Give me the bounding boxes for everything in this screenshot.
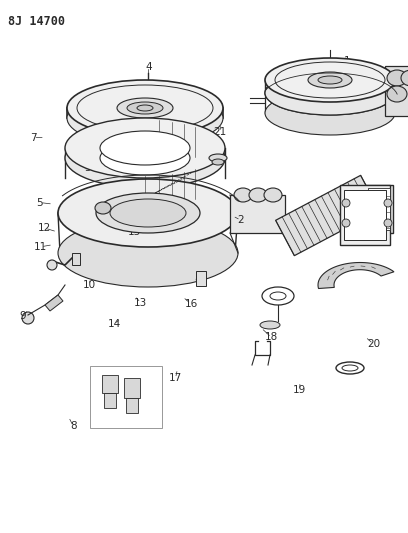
Text: 15: 15 — [128, 227, 141, 237]
Bar — [90, 366, 162, 428]
Ellipse shape — [143, 85, 153, 91]
Circle shape — [384, 219, 392, 227]
Ellipse shape — [265, 71, 395, 115]
Text: 21: 21 — [214, 127, 227, 137]
Polygon shape — [126, 398, 138, 413]
Text: 14: 14 — [108, 319, 121, 329]
Text: 10: 10 — [82, 280, 95, 290]
Text: 16: 16 — [184, 299, 197, 309]
Bar — [340, 185, 390, 245]
Ellipse shape — [100, 131, 190, 165]
Ellipse shape — [127, 102, 163, 114]
Text: 5: 5 — [37, 198, 43, 207]
Text: 19: 19 — [293, 385, 306, 395]
Ellipse shape — [264, 188, 282, 202]
Text: 3: 3 — [84, 163, 91, 173]
Ellipse shape — [67, 80, 223, 136]
Polygon shape — [102, 375, 118, 393]
Text: 18: 18 — [265, 333, 278, 342]
Ellipse shape — [100, 141, 190, 175]
Bar — [72, 253, 80, 265]
Polygon shape — [318, 263, 394, 288]
Ellipse shape — [144, 90, 152, 94]
Ellipse shape — [401, 70, 408, 86]
Ellipse shape — [249, 188, 267, 202]
Circle shape — [342, 219, 350, 227]
Ellipse shape — [212, 159, 224, 165]
Ellipse shape — [234, 188, 252, 202]
Text: 11: 11 — [34, 242, 47, 252]
Text: 12: 12 — [38, 223, 51, 233]
Polygon shape — [124, 378, 140, 398]
Bar — [230, 195, 285, 233]
Polygon shape — [104, 393, 116, 408]
Ellipse shape — [265, 71, 395, 115]
Text: 8J 14700: 8J 14700 — [8, 15, 65, 28]
Ellipse shape — [95, 202, 111, 214]
Text: 13: 13 — [134, 298, 147, 308]
Text: 9: 9 — [19, 311, 26, 320]
Text: 20: 20 — [367, 339, 380, 349]
Text: 17: 17 — [169, 374, 182, 383]
Ellipse shape — [270, 292, 286, 300]
Ellipse shape — [96, 193, 200, 233]
Ellipse shape — [387, 70, 407, 86]
Polygon shape — [276, 175, 379, 256]
Ellipse shape — [209, 154, 227, 162]
Ellipse shape — [67, 90, 223, 146]
Text: 8: 8 — [70, 422, 77, 431]
Polygon shape — [45, 295, 63, 311]
Text: 4: 4 — [146, 62, 152, 71]
Bar — [368, 188, 390, 230]
Circle shape — [342, 199, 350, 207]
Ellipse shape — [318, 76, 342, 84]
Bar — [365, 185, 393, 233]
Text: 1: 1 — [344, 56, 350, 66]
Text: 7: 7 — [30, 133, 37, 142]
Ellipse shape — [265, 58, 395, 102]
Text: 2: 2 — [237, 215, 244, 225]
Ellipse shape — [58, 179, 238, 247]
Ellipse shape — [117, 98, 173, 118]
Ellipse shape — [265, 91, 395, 135]
Circle shape — [22, 312, 34, 324]
Ellipse shape — [65, 118, 225, 178]
Circle shape — [384, 199, 392, 207]
Ellipse shape — [58, 219, 238, 287]
Ellipse shape — [65, 128, 225, 188]
Bar — [196, 271, 206, 286]
Circle shape — [47, 260, 57, 270]
Ellipse shape — [387, 86, 407, 102]
Text: 6: 6 — [86, 128, 93, 138]
Bar — [344, 190, 386, 240]
Ellipse shape — [110, 199, 186, 227]
Bar — [385, 66, 408, 116]
Ellipse shape — [308, 72, 352, 88]
Ellipse shape — [137, 105, 153, 111]
Ellipse shape — [260, 321, 280, 329]
